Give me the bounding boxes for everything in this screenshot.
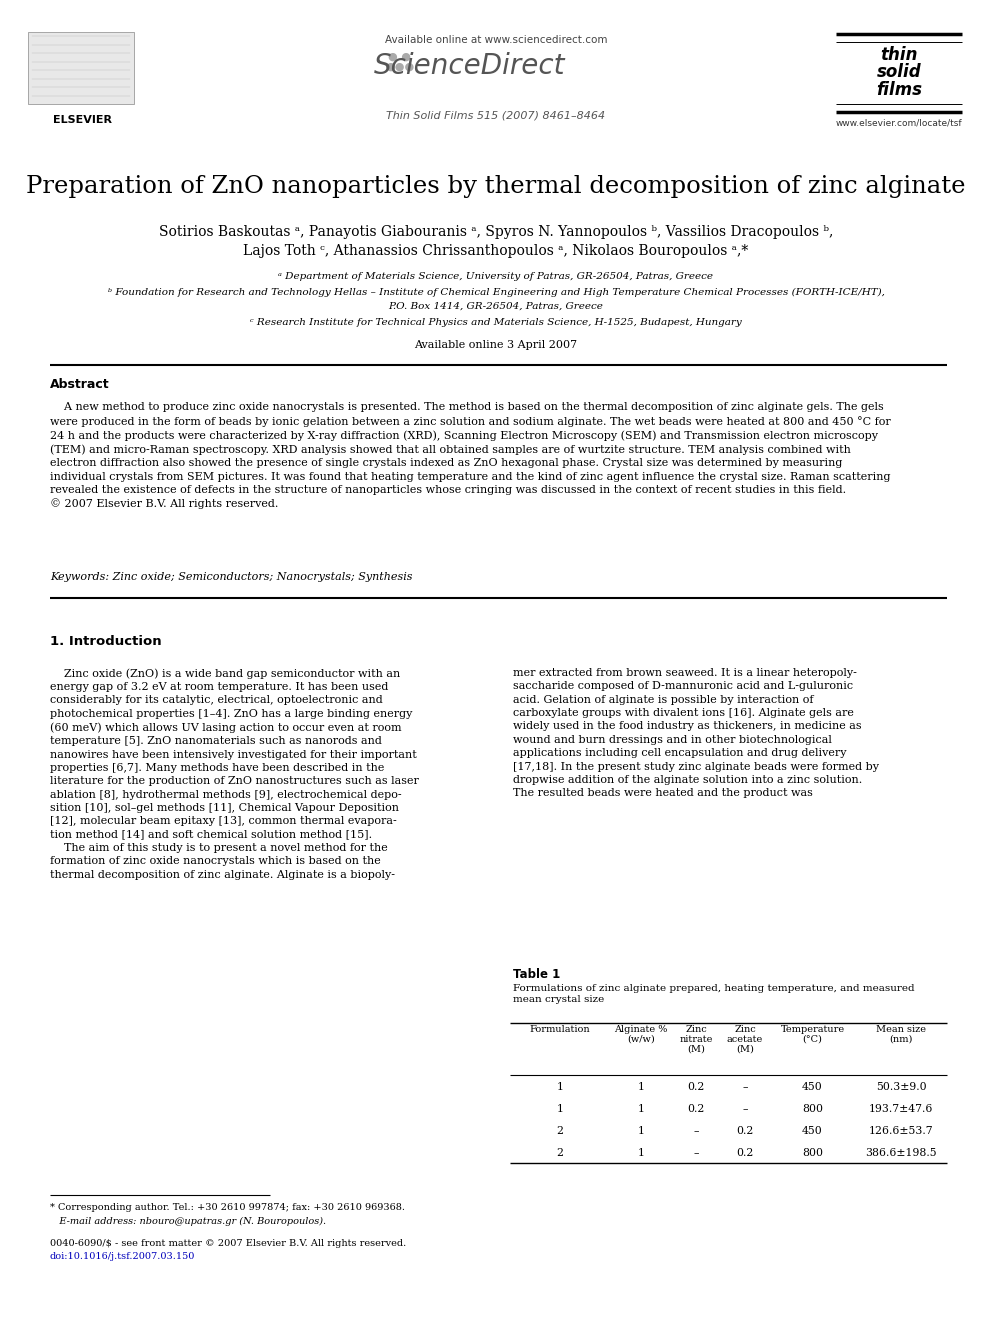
Text: –: – — [693, 1148, 698, 1158]
Text: Formulation: Formulation — [530, 1025, 590, 1035]
Text: Abstract: Abstract — [50, 378, 110, 392]
Text: –: – — [693, 1126, 698, 1136]
Text: 386.6±198.5: 386.6±198.5 — [865, 1148, 936, 1158]
Text: 450: 450 — [803, 1126, 823, 1136]
Text: E-mail address: nbouro@upatras.gr (N. Bouropoulos).: E-mail address: nbouro@upatras.gr (N. Bo… — [50, 1217, 326, 1226]
Text: www.elsevier.com/locate/tsf: www.elsevier.com/locate/tsf — [835, 118, 962, 127]
Text: Available online at www.sciencedirect.com: Available online at www.sciencedirect.co… — [385, 34, 607, 45]
Text: 0040-6090/$ - see front matter © 2007 Elsevier B.V. All rights reserved.: 0040-6090/$ - see front matter © 2007 El… — [50, 1240, 407, 1248]
Text: mer extracted from brown seaweed. It is a linear heteropoly-
saccharide composed: mer extracted from brown seaweed. It is … — [513, 668, 879, 798]
Text: Alginate %
(w/w): Alginate % (w/w) — [614, 1025, 668, 1044]
Text: doi:10.1016/j.tsf.2007.03.150: doi:10.1016/j.tsf.2007.03.150 — [50, 1252, 195, 1261]
Text: Sotirios Baskoutas ᵃ, Panayotis Giabouranis ᵃ, Spyros N. Yannopoulos ᵇ, Vassilio: Sotirios Baskoutas ᵃ, Panayotis Giaboura… — [159, 225, 833, 239]
Text: 2: 2 — [557, 1148, 563, 1158]
Text: 1: 1 — [638, 1082, 645, 1091]
Text: ● ●
●●●: ● ● ●●● — [385, 52, 415, 71]
Bar — [28, 32, 134, 105]
Text: –: – — [742, 1105, 748, 1114]
Text: ᵇ Foundation for Research and Technology Hellas – Institute of Chemical Engineer: ᵇ Foundation for Research and Technology… — [107, 288, 885, 298]
Text: 0.2: 0.2 — [736, 1126, 754, 1136]
Text: Mean size
(nm): Mean size (nm) — [876, 1025, 926, 1044]
Text: Table 1: Table 1 — [513, 968, 560, 980]
Text: 126.6±53.7: 126.6±53.7 — [869, 1126, 933, 1136]
Text: Thin Solid Films 515 (2007) 8461–8464: Thin Solid Films 515 (2007) 8461–8464 — [387, 110, 605, 120]
Text: 0.2: 0.2 — [736, 1148, 754, 1158]
Text: Zinc
acetate
(M): Zinc acetate (M) — [727, 1025, 763, 1053]
Text: Temperature
(°C): Temperature (°C) — [781, 1025, 844, 1044]
Text: ᶜ Research Institute for Technical Physics and Materials Science, H-1525, Budape: ᶜ Research Institute for Technical Physi… — [250, 318, 742, 327]
Text: Available online 3 April 2007: Available online 3 April 2007 — [415, 340, 577, 351]
Text: 1: 1 — [638, 1126, 645, 1136]
Text: Lajos Toth ᶜ, Athanassios Chrissanthopoulos ᵃ, Nikolaos Bouropoulos ᵃ,*: Lajos Toth ᶜ, Athanassios Chrissanthopou… — [243, 243, 749, 258]
Text: 50.3±9.0: 50.3±9.0 — [876, 1082, 927, 1091]
Text: thin
solid
films: thin solid films — [876, 46, 922, 99]
Text: –: – — [742, 1082, 748, 1091]
Text: 2: 2 — [557, 1126, 563, 1136]
Text: 1: 1 — [638, 1148, 645, 1158]
Text: 1: 1 — [557, 1082, 563, 1091]
Text: 1. Introduction: 1. Introduction — [50, 635, 162, 648]
Text: P.O. Box 1414, GR-26504, Patras, Greece: P.O. Box 1414, GR-26504, Patras, Greece — [389, 302, 603, 311]
Text: 193.7±47.6: 193.7±47.6 — [869, 1105, 933, 1114]
Text: 1: 1 — [557, 1105, 563, 1114]
Text: ELSEVIER: ELSEVIER — [53, 115, 111, 124]
Text: 800: 800 — [802, 1148, 823, 1158]
Text: 1: 1 — [638, 1105, 645, 1114]
Text: 450: 450 — [803, 1082, 823, 1091]
Text: Formulations of zinc alginate prepared, heating temperature, and measured
mean c: Formulations of zinc alginate prepared, … — [513, 984, 915, 1004]
Text: ScienceDirect: ScienceDirect — [374, 52, 565, 79]
Text: Keywords: Zinc oxide; Semiconductors; Nanocrystals; Synthesis: Keywords: Zinc oxide; Semiconductors; Na… — [50, 572, 413, 582]
Text: 0.2: 0.2 — [687, 1105, 704, 1114]
Text: * Corresponding author. Tel.: +30 2610 997874; fax: +30 2610 969368.: * Corresponding author. Tel.: +30 2610 9… — [50, 1203, 405, 1212]
Text: Zinc
nitrate
(M): Zinc nitrate (M) — [680, 1025, 712, 1053]
Text: 800: 800 — [802, 1105, 823, 1114]
Text: ᵃ Department of Materials Science, University of Patras, GR-26504, Patras, Greec: ᵃ Department of Materials Science, Unive… — [279, 273, 713, 280]
Text: Zinc oxide (ZnO) is a wide band gap semiconductor with an
energy gap of 3.2 eV a: Zinc oxide (ZnO) is a wide band gap semi… — [50, 668, 419, 880]
Text: Preparation of ZnO nanoparticles by thermal decomposition of zinc alginate: Preparation of ZnO nanoparticles by ther… — [26, 175, 966, 198]
Text: 0.2: 0.2 — [687, 1082, 704, 1091]
Text: A new method to produce zinc oxide nanocrystals is presented. The method is base: A new method to produce zinc oxide nanoc… — [50, 402, 891, 509]
